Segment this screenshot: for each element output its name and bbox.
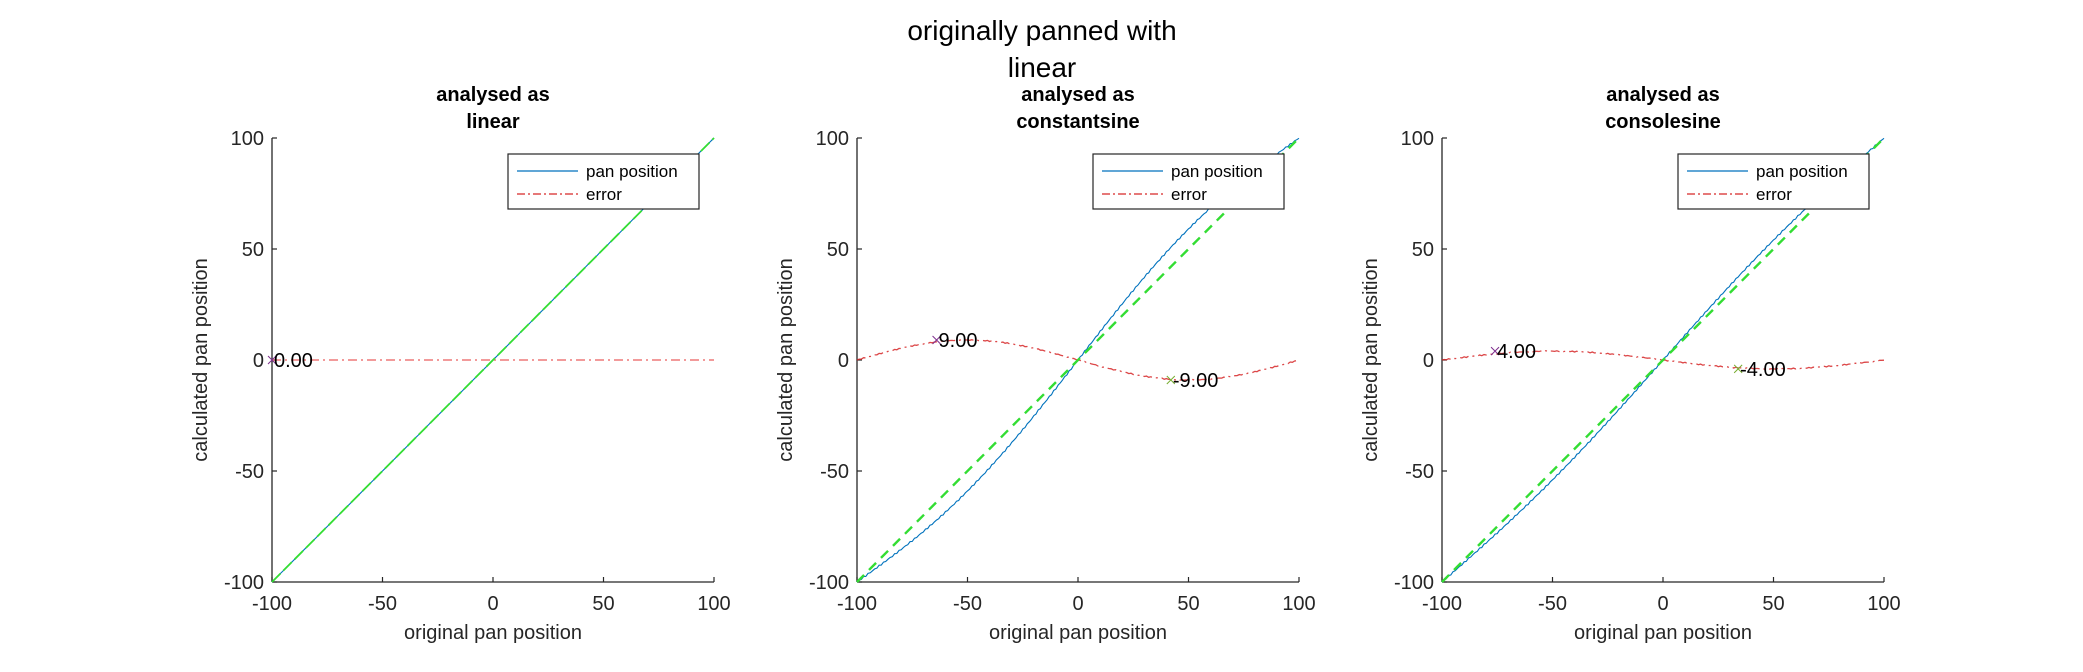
annotation-marker-x-icon [932, 335, 941, 345]
x-tick-label: 50 [1177, 593, 1199, 615]
subplot-title-line-1: analysed as [436, 84, 549, 106]
x-axis-label: original pan position [989, 622, 1167, 644]
y-tick-label: 100 [816, 128, 849, 150]
y-tick-label: 0 [838, 350, 849, 372]
legend[interactable]: pan position error [1092, 153, 1285, 210]
y-tick-label: -50 [235, 461, 264, 483]
legend-label-error: error [586, 185, 622, 204]
annotation-label: 0.00 [274, 350, 313, 372]
x-tick-label: -50 [953, 593, 982, 615]
y-tick-label: -100 [224, 572, 264, 594]
suptitle-line-2: linear [1008, 52, 1076, 83]
y-tick-label: 50 [242, 239, 264, 261]
x-tick-label: 100 [697, 593, 730, 615]
subplot-constantsine: analysed as constantsine -100 -50 0 50 100 -1… [775, 84, 1316, 644]
legend-label-error: error [1756, 185, 1792, 204]
annotation-marker-x-icon [1490, 346, 1500, 356]
subplot-title-line-2: linear [466, 111, 520, 133]
legend[interactable]: pan position error [1677, 153, 1870, 210]
y-tick-label: -50 [820, 461, 849, 483]
subplot-title-line-1: analysed as [1606, 84, 1719, 106]
y-tick-label: 50 [1412, 239, 1434, 261]
subplot-consolesine: analysed as consolesine -100-50050100-10… [1360, 84, 1901, 644]
y-axis-label: calculated pan position [190, 258, 212, 461]
x-tick-label: 0 [1072, 593, 1083, 615]
legend[interactable]: pan position error [507, 153, 700, 210]
annotation-marker-x-icon [267, 355, 277, 365]
annotation-label: 4.00 [1497, 341, 1536, 363]
x-tick-label: -50 [1538, 593, 1567, 615]
y-tick-label: 0 [253, 350, 264, 372]
legend-box [1677, 153, 1870, 210]
reference-line [1441, 137, 1885, 583]
legend-label-pan-position: pan position [1756, 162, 1848, 181]
plot-area: -100 -50 0 50 100 -100 -50 0 50 100 4.00 -4.00 [1394, 128, 1901, 615]
y-tick-label: -100 [1394, 572, 1434, 594]
annotation-label: -4.00 [1740, 359, 1786, 381]
suptitle: originally panned with linear [907, 15, 1176, 83]
subplot-title-line-2: constantsine [1016, 111, 1139, 133]
subplot-title-line-2: consolesine [1605, 111, 1721, 133]
subplot-linear: analysed as linear -100 -50 0 50 100 -100 -50 0… [190, 84, 731, 644]
legend-label-pan-position: pan position [586, 162, 678, 181]
annotation-marker-x-icon [1166, 375, 1176, 385]
y-tick-label: 100 [1401, 128, 1434, 150]
legend-box [507, 153, 700, 210]
x-tick-label: -50 [368, 593, 397, 615]
reference-line [856, 137, 1300, 583]
y-tick-label: -50 [1405, 461, 1434, 483]
y-tick-label: 50 [827, 239, 849, 261]
annotation-label: -9.00 [1173, 370, 1219, 392]
reference-line [271, 137, 715, 583]
legend-label-error: error [1171, 185, 1207, 204]
legend-box [1092, 153, 1285, 210]
x-tick-label: -100 [837, 593, 877, 615]
x-tick-label: 100 [1867, 593, 1900, 615]
x-axis-label: original pan position [404, 622, 582, 644]
legend-label-pan-position: pan position [1171, 162, 1263, 181]
plot-area: -100 -50 0 50 100 -100 -50 0 50 100 0.00 [224, 128, 731, 615]
y-axis-label: calculated pan position [775, 258, 797, 461]
subplot-title-line-1: analysed as [1021, 84, 1134, 106]
x-tick-label: 50 [592, 593, 614, 615]
annotation-marker-x-icon [1733, 364, 1743, 374]
x-tick-label: 0 [1657, 593, 1668, 615]
x-axis-label: original pan position [1574, 622, 1752, 644]
x-tick-label: 50 [1762, 593, 1784, 615]
y-tick-label: 100 [231, 128, 264, 150]
x-tick-label: 100 [1282, 593, 1315, 615]
y-tick-label: -100 [809, 572, 849, 594]
y-axis-label: calculated pan position [1360, 258, 1382, 461]
annotation-label: 9.00 [939, 330, 978, 352]
suptitle-line-1: originally panned with [907, 15, 1176, 46]
x-tick-label: -100 [252, 593, 292, 615]
x-tick-label: 0 [487, 593, 498, 615]
x-tick-label: -100 [1422, 593, 1462, 615]
y-tick-label: 0 [1423, 350, 1434, 372]
